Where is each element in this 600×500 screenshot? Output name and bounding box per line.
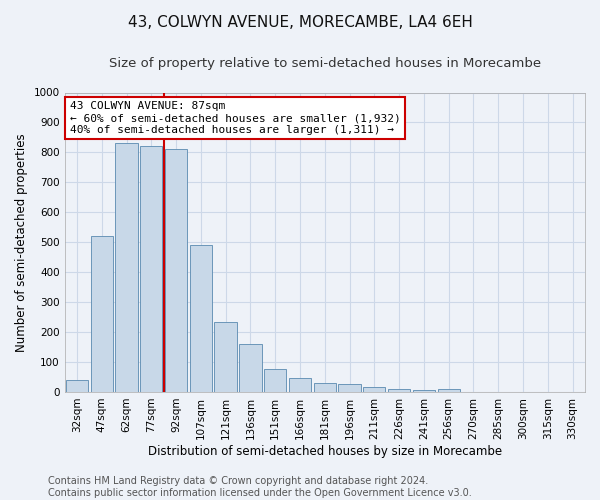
Bar (413, 390, 435, 392)
Bar (165, 150, 187, 392)
Bar (388, 389, 410, 392)
Bar (91, 236, 113, 392)
Bar (338, 384, 361, 392)
Bar (190, 245, 212, 392)
Bar (363, 388, 385, 392)
Bar (140, 146, 163, 392)
Bar (314, 383, 336, 392)
Text: 43 COLWYN AVENUE: 87sqm
← 60% of semi-detached houses are smaller (1,932)
40% of: 43 COLWYN AVENUE: 87sqm ← 60% of semi-de… (70, 102, 400, 134)
Bar (66, 380, 88, 392)
Bar (214, 322, 237, 392)
Bar (437, 389, 460, 392)
Bar (289, 378, 311, 392)
Text: Contains HM Land Registry data © Crown copyright and database right 2024.
Contai: Contains HM Land Registry data © Crown c… (48, 476, 472, 498)
X-axis label: Distribution of semi-detached houses by size in Morecambe: Distribution of semi-detached houses by … (148, 444, 502, 458)
Title: Size of property relative to semi-detached houses in Morecambe: Size of property relative to semi-detach… (109, 58, 541, 70)
Y-axis label: Number of semi-detached properties: Number of semi-detached properties (15, 133, 28, 352)
Bar (239, 344, 262, 392)
Text: 43, COLWYN AVENUE, MORECAMBE, LA4 6EH: 43, COLWYN AVENUE, MORECAMBE, LA4 6EH (128, 15, 472, 30)
Bar (115, 144, 137, 392)
Bar (264, 370, 286, 392)
